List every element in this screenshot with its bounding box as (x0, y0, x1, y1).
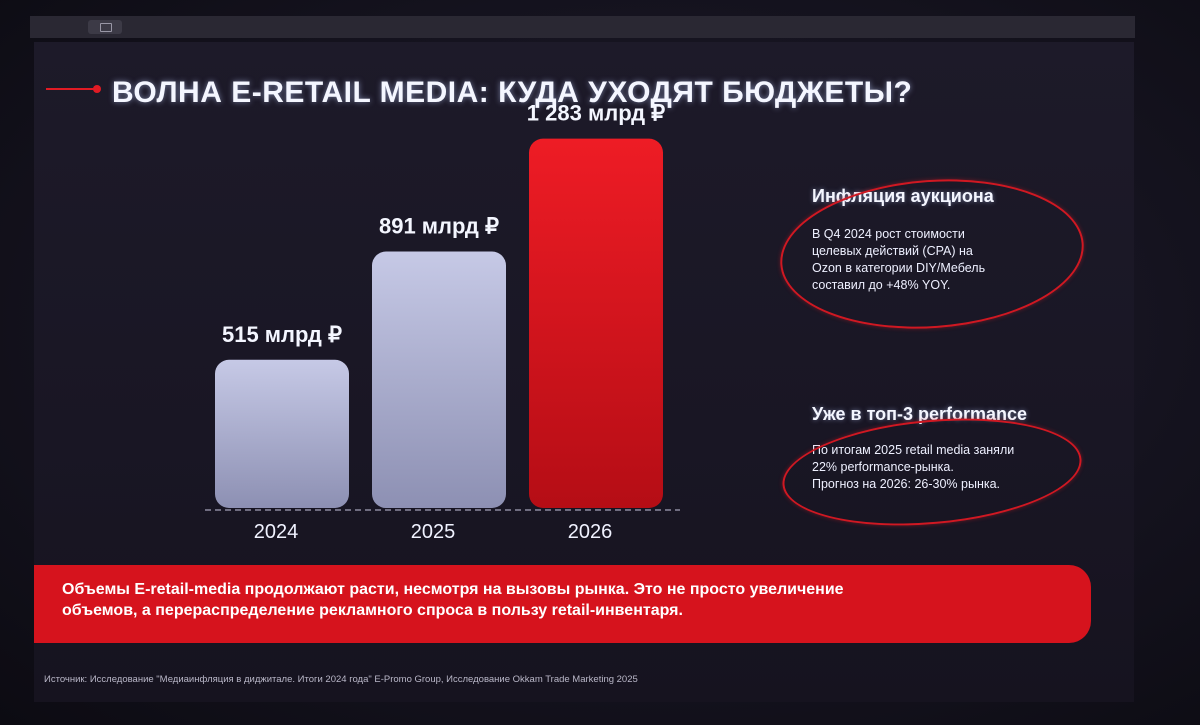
panel-top3-line: Прогноз на 2026: 26-30% рынка. (812, 477, 1001, 491)
x-tick-label: 2024 (254, 521, 299, 543)
bar-2025 (372, 251, 506, 508)
source-note: Источник: Исследование "Медиаинфляция в … (44, 674, 638, 685)
panel-top3-title: Уже в топ-3 performance (812, 404, 1028, 424)
title-accent-dot (93, 85, 101, 93)
data-label: 1 283 млрд ₽ (527, 101, 665, 126)
panel-top3-text: По итогам 2025 retail media заняли 22% p… (812, 442, 1082, 493)
data-label: 515 млрд ₽ (222, 322, 342, 347)
panel-auction-line: В Q4 2024 рост стоимости (812, 227, 965, 241)
bar-2026 (529, 138, 663, 508)
window-icon[interactable] (88, 20, 122, 34)
summary-banner-line: объемов, а перераспределение рекламного … (62, 602, 683, 619)
x-tick-label: 2026 (568, 521, 613, 543)
panel-top3-line: По итогам 2025 retail media заняли (812, 443, 1015, 457)
slide-title: ВОЛНА E-RETAIL MEDIA: КУДА УХОДЯТ БЮДЖЕТ… (112, 76, 913, 109)
summary-banner: Объемы E-retail-media продолжают расти, … (34, 565, 1091, 643)
panel-auction-title: Инфляция аукциона (812, 186, 994, 206)
panel-auction-line: целевых действий (CPA) на (812, 244, 973, 258)
panel-auction-line: Ozon в категории DIY/Мебель (812, 261, 986, 275)
summary-banner-text: Объемы E-retail-media продолжают расти, … (62, 579, 1072, 621)
window-top-bar (30, 16, 1135, 38)
data-label: 891 млрд ₽ (379, 214, 499, 239)
summary-banner-line: Объемы E-retail-media продолжают расти, … (62, 581, 844, 598)
panel-auction-text: В Q4 2024 рост стоимости целевых действи… (812, 226, 1042, 294)
x-tick-label: 2025 (411, 521, 456, 543)
title-accent-line (46, 88, 96, 90)
bar-2024 (215, 359, 349, 508)
panel-auction-line: составил до +48% YOY. (812, 278, 951, 292)
panel-top3-line: 22% performance-рынка. (812, 460, 954, 474)
